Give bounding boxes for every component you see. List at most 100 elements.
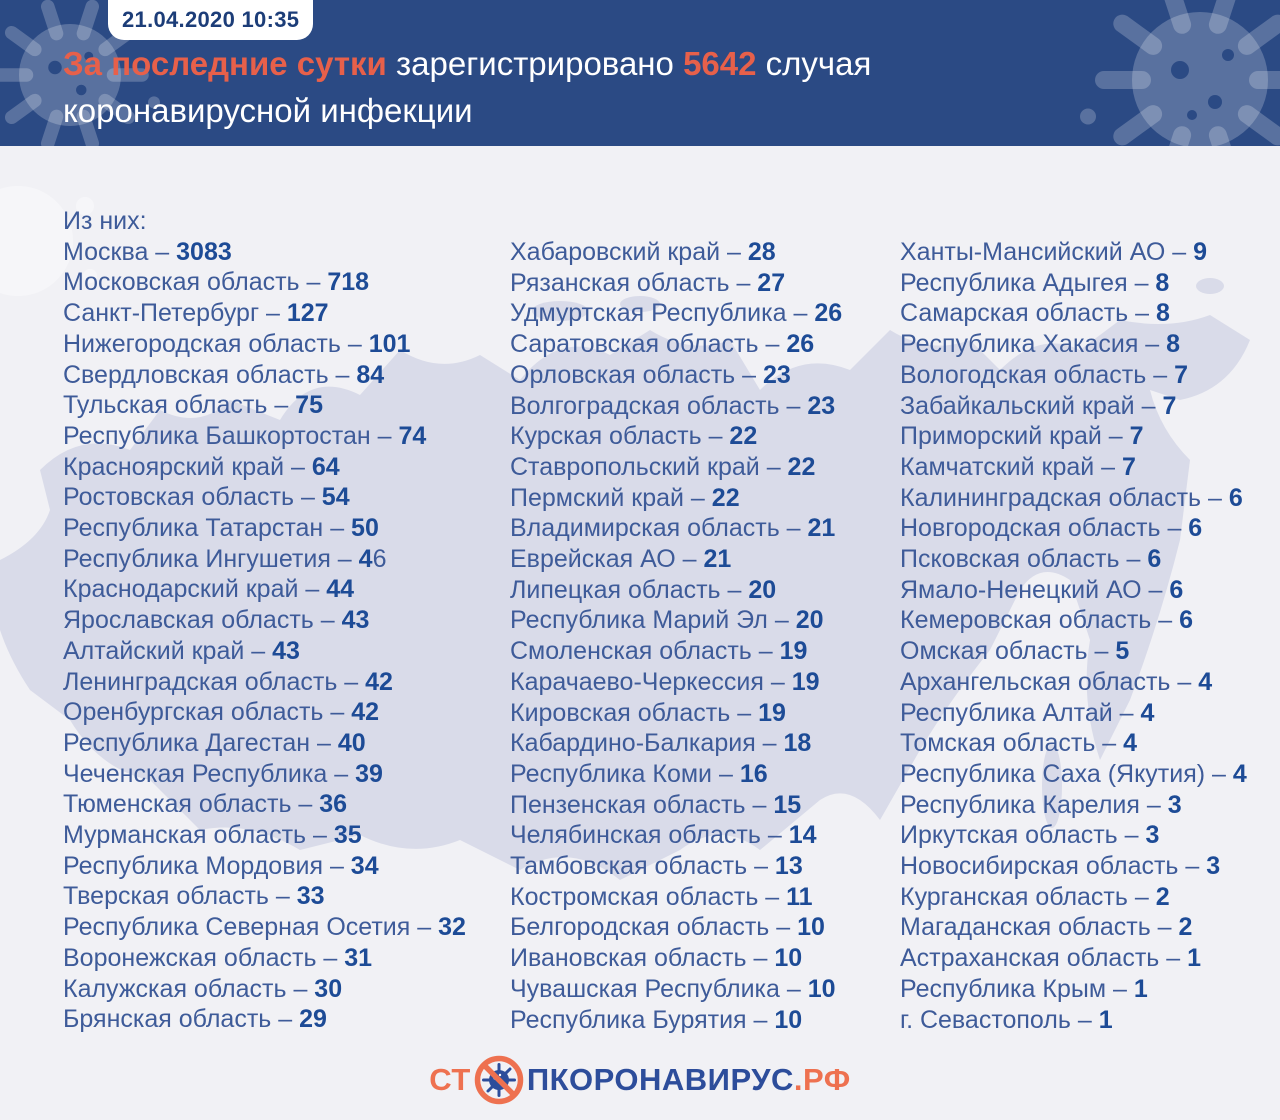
region-row: Иркутская область – 3	[900, 820, 1247, 851]
region-value: 7	[1122, 452, 1136, 481]
region-value: 21	[703, 545, 732, 574]
region-label: Республика Татарстан –	[63, 514, 352, 543]
logo-text-domain: .РФ	[793, 1062, 851, 1097]
region-row: Республика Крым – 1	[900, 974, 1247, 1005]
region-label: Хабаровский край –	[510, 238, 748, 266]
region-row: Нижегородская область – 101	[63, 329, 466, 360]
region-row: Московская область – 718	[63, 267, 466, 298]
virus-watermark-icon	[0, 186, 97, 296]
region-row: Калужская область – 30	[63, 974, 466, 1005]
header: 21.04.2020 10:35 За последние сутки заре…	[0, 0, 1280, 146]
logo-text-main: ПКОРОНАВИРУС	[526, 1062, 794, 1097]
page-title: За последние сутки зарегистрировано 5642…	[63, 40, 871, 134]
region-row: Оренбургская область – 42	[63, 697, 466, 728]
region-label: Карачаево-Черкессия –	[510, 667, 792, 696]
region-value: 22	[787, 452, 816, 481]
region-value: 8	[1155, 268, 1170, 297]
region-row: Республика Татарстан – 50	[63, 513, 466, 544]
region-value: 26	[786, 330, 815, 359]
russia-map	[0, 186, 1250, 880]
region-value: 39	[355, 759, 383, 788]
region-value: 36	[319, 790, 348, 819]
region-row: Новгородская область – 6	[900, 513, 1247, 544]
region-label: Республика Коми –	[510, 759, 740, 788]
region-row: Москва – 3083	[63, 237, 466, 268]
region-label: Новосибирская область –	[900, 852, 1207, 881]
region-label: Республика Дагестан –	[63, 728, 338, 757]
region-value: 54	[321, 483, 350, 512]
region-value: 27	[757, 268, 786, 297]
region-label: Псковская область –	[900, 545, 1148, 574]
region-row: Курганская область – 2	[900, 882, 1247, 913]
region-row: Волгоградская область – 23	[510, 391, 842, 422]
region-row: Липецкая область – 20	[510, 575, 842, 606]
region-value: 10	[797, 913, 825, 942]
region-value: 40	[337, 728, 366, 757]
region-label: Ханты-Мансийский АО –	[900, 238, 1194, 266]
region-row: Магаданская область – 2	[900, 912, 1247, 943]
region-row: Белгородская область – 10	[510, 912, 842, 943]
region-label: Брянская область –	[63, 1005, 300, 1034]
region-value: 3	[1145, 821, 1160, 850]
region-row: Республика Башкортостан – 74	[63, 421, 466, 452]
region-row: Ивановская область – 10	[510, 943, 842, 974]
region-label: Новгородская область –	[900, 514, 1189, 543]
region-value: 84	[356, 360, 385, 389]
region-label: Республика Ингушетия –	[63, 544, 359, 573]
region-label: Республика Мордовия –	[63, 851, 351, 880]
region-label: Ростовская область –	[63, 483, 322, 512]
region-value: 1	[1133, 974, 1148, 1003]
region-label: Республика Башкортостан –	[63, 421, 399, 450]
region-label: Республика Хакасия –	[900, 330, 1167, 359]
region-value: 23	[763, 360, 791, 389]
region-row: Чувашская Республика – 10	[510, 974, 842, 1005]
region-row: Республика Марий Эл – 20	[510, 605, 842, 636]
region-label: Республика Адыгея –	[900, 268, 1156, 297]
region-value: 75	[295, 391, 323, 420]
region-row: Краснодарский край – 44	[63, 574, 466, 605]
region-row: Удмуртская Республика – 26	[510, 298, 842, 329]
region-row: Ханты-Мансийский АО – 9	[900, 237, 1247, 268]
region-value: 127	[286, 299, 329, 328]
region-label: Свердловская область –	[63, 360, 357, 389]
virus-decoration-right-icon	[1080, 0, 1280, 146]
region-label: Алтайский край –	[63, 636, 273, 665]
region-value: 19	[779, 637, 808, 666]
region-value: 35	[333, 821, 362, 850]
region-value: 5	[1115, 637, 1130, 666]
timestamp: 21.04.2020 10:35	[122, 7, 300, 32]
region-value: 23	[807, 391, 836, 420]
region-value: 2	[1178, 913, 1193, 942]
region-value: 50	[351, 514, 379, 543]
region-label: Владимирская область –	[510, 514, 808, 543]
region-label: Пензенская область –	[510, 790, 774, 819]
region-label: Ярославская область –	[63, 606, 342, 635]
region-label: Курская область –	[510, 422, 730, 451]
region-row: Калининградская область – 6	[900, 483, 1247, 514]
region-row: Республика Бурятия – 10	[510, 1005, 842, 1036]
region-row: Томская область – 4	[900, 728, 1247, 759]
region-label: Липецкая область –	[510, 575, 749, 604]
region-row: Брянская область – 29	[63, 1004, 466, 1035]
region-value: 18	[783, 729, 812, 758]
title-segment: 5642	[683, 45, 757, 82]
region-value: 42	[365, 667, 393, 696]
region-value: 64	[311, 452, 340, 481]
region-row: Карачаево-Черкессия – 19	[510, 667, 842, 698]
region-label: Красноярский край –	[63, 452, 312, 481]
region-label: Ямало-Ненецкий АО –	[900, 575, 1170, 604]
region-label: Республика Крым –	[900, 974, 1134, 1003]
region-value: 10	[774, 1005, 803, 1034]
region-label: Рязанская область –	[510, 268, 758, 297]
region-label: Республика Карелия –	[900, 790, 1168, 819]
region-label: Магаданская область –	[900, 913, 1179, 942]
region-value: 10	[774, 944, 803, 973]
region-label: Вологодская область –	[900, 360, 1175, 389]
region-label: Московская область –	[63, 268, 328, 297]
region-value: 22	[729, 422, 758, 451]
region-label: Астраханская область –	[900, 944, 1188, 973]
region-row: Республика Хакасия – 8	[900, 329, 1247, 360]
region-value: 3	[1167, 790, 1182, 819]
title-segment: зарегистрировано	[386, 45, 684, 82]
region-value: 718	[327, 268, 370, 297]
